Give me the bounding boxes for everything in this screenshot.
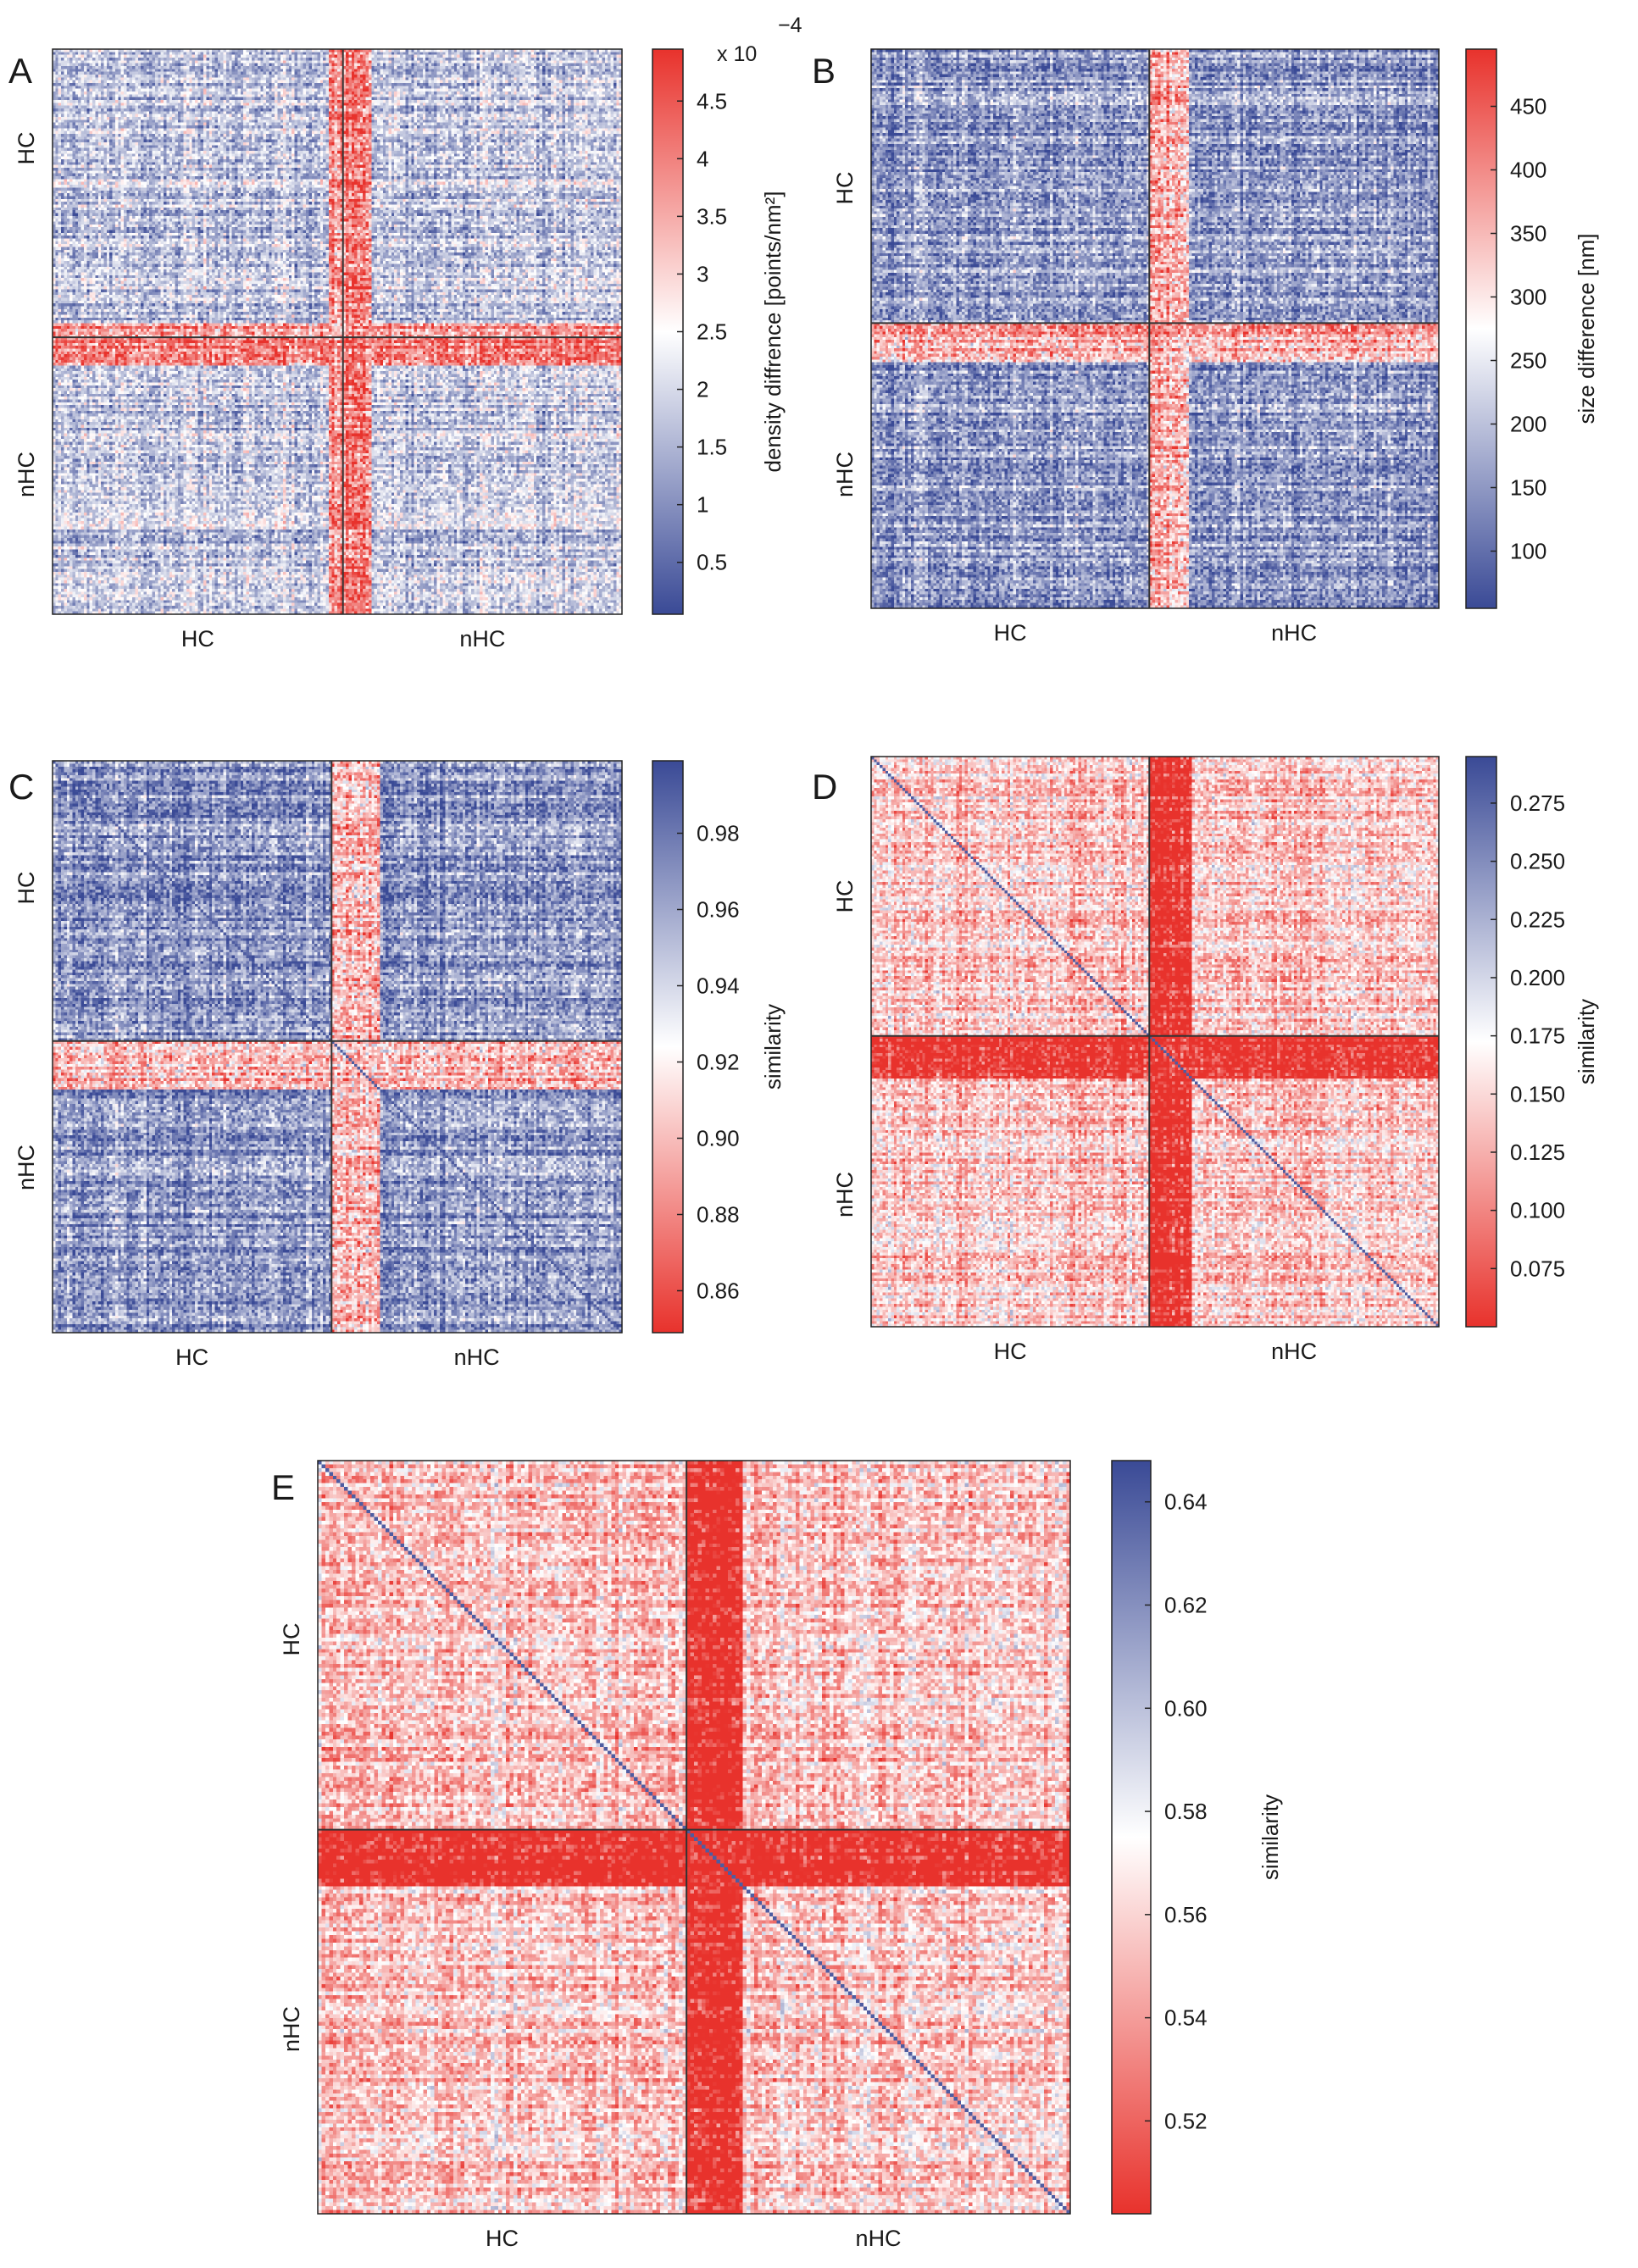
x-tick-label: nHC bbox=[856, 2226, 902, 2251]
x-tick-label: nHC bbox=[454, 1345, 500, 1370]
colorbar-label: size difference [nm] bbox=[1574, 234, 1599, 424]
y-tick-label: nHC bbox=[14, 452, 39, 497]
colorbar-tick-label: 0.98 bbox=[697, 821, 740, 846]
panel-c: C HC nHC HC nHC 0.86 0.88 0.90 0.92 0.94 0.96 0.98… bbox=[8, 760, 786, 1370]
colorbar-tick-label: 2.5 bbox=[697, 319, 727, 345]
colorbar-tick-label: 1 bbox=[697, 492, 708, 518]
colorbar-tick-label: 3.5 bbox=[697, 203, 727, 229]
colorbar-tick-label: 0.54 bbox=[1164, 2005, 1208, 2031]
colorbar-tick-label: 300 bbox=[1510, 285, 1546, 310]
colorbar bbox=[1465, 48, 1497, 609]
colorbar-tick-label: 0.96 bbox=[697, 897, 740, 923]
x-tick-label: HC bbox=[175, 1345, 208, 1370]
y-tick-label: nHC bbox=[14, 1145, 39, 1190]
x-tick-label: HC bbox=[994, 1339, 1027, 1364]
colorbar-label: density diffrence [points/nm²] bbox=[760, 191, 786, 473]
x-tick-label: nHC bbox=[1271, 620, 1317, 646]
heatmap-image bbox=[318, 1461, 1070, 2214]
heatmap-image bbox=[871, 757, 1439, 1327]
colorbar-tick-label: 2 bbox=[697, 377, 708, 402]
heatmap-image bbox=[53, 49, 622, 614]
colorbar-scale-text: x 10 bbox=[717, 42, 757, 66]
colorbar-tick-label: 0.52 bbox=[1164, 2108, 1208, 2133]
colorbar-tick-label: 0.225 bbox=[1510, 907, 1565, 932]
colorbar-tick-label: 0.58 bbox=[1164, 1799, 1208, 1824]
panel-a: A HC nHC HC nHC 0.5 1 1.5 2 2.5 3 3.5 4 4.5 density d… bbox=[8, 14, 802, 652]
panel-e: E HC nHC HC nHC 0.52 0.54 0.56 0.58 0.60 0.62 0.64… bbox=[271, 1460, 1283, 2251]
x-tick-label: nHC bbox=[1271, 1339, 1317, 1364]
colorbar-tick-label: 100 bbox=[1510, 539, 1546, 564]
x-tick-label: HC bbox=[994, 620, 1027, 646]
colorbar-tick-label: 0.125 bbox=[1510, 1140, 1565, 1165]
colorbar-tick-label: 0.62 bbox=[1164, 1592, 1208, 1617]
y-tick-label: HC bbox=[832, 880, 858, 913]
colorbar-tick-label: 0.250 bbox=[1510, 849, 1565, 874]
colorbar-tick-label: 350 bbox=[1510, 221, 1546, 247]
colorbar bbox=[652, 760, 684, 1334]
colorbar-tick-label: 200 bbox=[1510, 412, 1546, 437]
colorbar-tick-label: 450 bbox=[1510, 94, 1546, 119]
colorbar-tick-label: 0.56 bbox=[1164, 1902, 1208, 1927]
colorbar-tick-label: 1.5 bbox=[697, 435, 727, 460]
panel-letter-d: D bbox=[812, 767, 837, 807]
y-tick-label: HC bbox=[279, 1623, 304, 1656]
colorbar-tick-label: 0.92 bbox=[697, 1050, 740, 1075]
colorbar-tick-label: 0.86 bbox=[697, 1278, 740, 1304]
colorbar bbox=[1465, 756, 1497, 1328]
panel-letter-e: E bbox=[271, 1467, 295, 1507]
colorbar-tick-label: 3 bbox=[697, 261, 708, 286]
plot-frame bbox=[52, 760, 623, 1334]
colorbar-tick-label: 0.5 bbox=[697, 550, 727, 575]
y-tick-label: HC bbox=[14, 132, 39, 165]
colorbar bbox=[1111, 1460, 1152, 2215]
heatmap-image bbox=[871, 49, 1439, 608]
colorbar-tick-label: 0.200 bbox=[1510, 965, 1565, 990]
y-tick-label: nHC bbox=[832, 1172, 858, 1217]
colorbar-tick-label: 0.175 bbox=[1510, 1023, 1565, 1049]
colorbar-tick-label: 0.60 bbox=[1164, 1695, 1208, 1721]
colorbar-label: similarity bbox=[1258, 1794, 1283, 1880]
heatmap-image bbox=[53, 761, 622, 1333]
colorbar-tick-label: 0.88 bbox=[697, 1202, 740, 1228]
colorbar-tick-label: 0.100 bbox=[1510, 1198, 1565, 1223]
colorbar-tick-label: 150 bbox=[1510, 475, 1546, 501]
x-tick-label: nHC bbox=[459, 626, 505, 652]
colorbar-tick-label: 250 bbox=[1510, 348, 1546, 374]
colorbar-scale-exponent: −4 bbox=[778, 14, 802, 37]
colorbar-tick-label: 400 bbox=[1510, 158, 1546, 183]
colorbar-tick-label: 0.075 bbox=[1510, 1256, 1565, 1281]
colorbar-tick-label: 0.275 bbox=[1510, 790, 1565, 816]
panel-letter-a: A bbox=[8, 51, 32, 91]
x-tick-label: HC bbox=[181, 626, 214, 652]
colorbar-tick-label: 0.150 bbox=[1510, 1081, 1565, 1106]
panel-letter-c: C bbox=[8, 767, 34, 807]
panel-d: D HC nHC HC nHC 0.075 0.100 0.125 0.150 0.175 0.2… bbox=[812, 756, 1599, 1364]
x-tick-label: HC bbox=[486, 2226, 519, 2251]
y-tick-label: HC bbox=[14, 872, 39, 905]
panel-b: B HC nHC HC nHC 100 150 200 250 300 350 400 450 size… bbox=[812, 48, 1599, 646]
y-tick-label: HC bbox=[832, 172, 858, 205]
plot-frame bbox=[52, 48, 623, 615]
colorbar-tick-label: 0.90 bbox=[697, 1126, 740, 1151]
plot-frame bbox=[870, 756, 1440, 1328]
plot-frame bbox=[317, 1460, 1071, 2215]
colorbar-label: similarity bbox=[1574, 999, 1599, 1084]
panel-letter-b: B bbox=[812, 51, 836, 91]
colorbar-label: similarity bbox=[760, 1004, 786, 1090]
colorbar-tick-label: 0.64 bbox=[1164, 1489, 1208, 1515]
colorbar-tick-label: 4.5 bbox=[697, 88, 727, 114]
y-tick-label: nHC bbox=[279, 2006, 304, 2052]
colorbar-tick-label: 0.94 bbox=[697, 973, 740, 999]
colorbar-tick-label: 4 bbox=[697, 146, 708, 171]
plot-frame bbox=[870, 48, 1440, 609]
y-tick-label: nHC bbox=[832, 452, 858, 497]
